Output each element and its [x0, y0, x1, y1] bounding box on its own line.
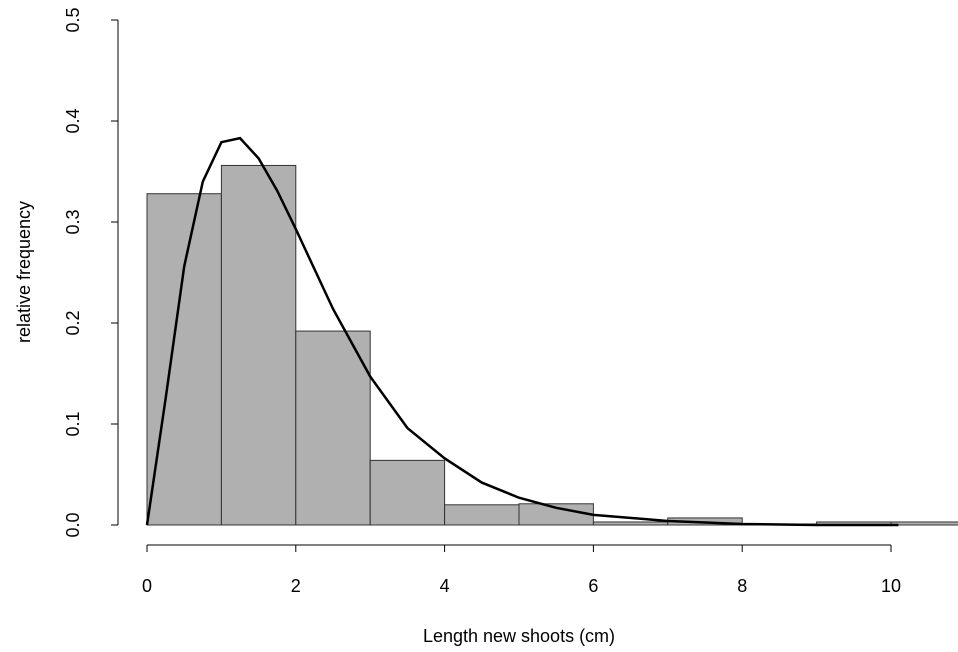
x-tick-label: 6 [588, 576, 598, 596]
y-tick-label: 0.2 [63, 310, 83, 335]
x-tick-label: 10 [881, 576, 901, 596]
bar [444, 504, 520, 526]
bar [220, 164, 297, 526]
y-tick-label: 0.4 [63, 108, 83, 133]
bar [146, 193, 222, 526]
bar [295, 330, 371, 526]
bar [369, 459, 446, 526]
x-axis-label: Length new shoots (cm) [423, 626, 615, 646]
x-tick-label: 0 [142, 576, 152, 596]
y-axis-label: relative frequency [14, 201, 34, 343]
y-tick-label: 0.5 [63, 7, 83, 32]
density-curve [145, 136, 899, 527]
y-tick-label: 0.1 [63, 411, 83, 436]
y-tick-label: 0.0 [63, 512, 83, 537]
x-tick-label: 4 [440, 576, 450, 596]
bar [890, 521, 958, 526]
x-tick-label: 8 [737, 576, 747, 596]
x-tick-label: 2 [291, 576, 301, 596]
bar [592, 521, 669, 526]
y-tick-label: 0.3 [63, 209, 83, 234]
